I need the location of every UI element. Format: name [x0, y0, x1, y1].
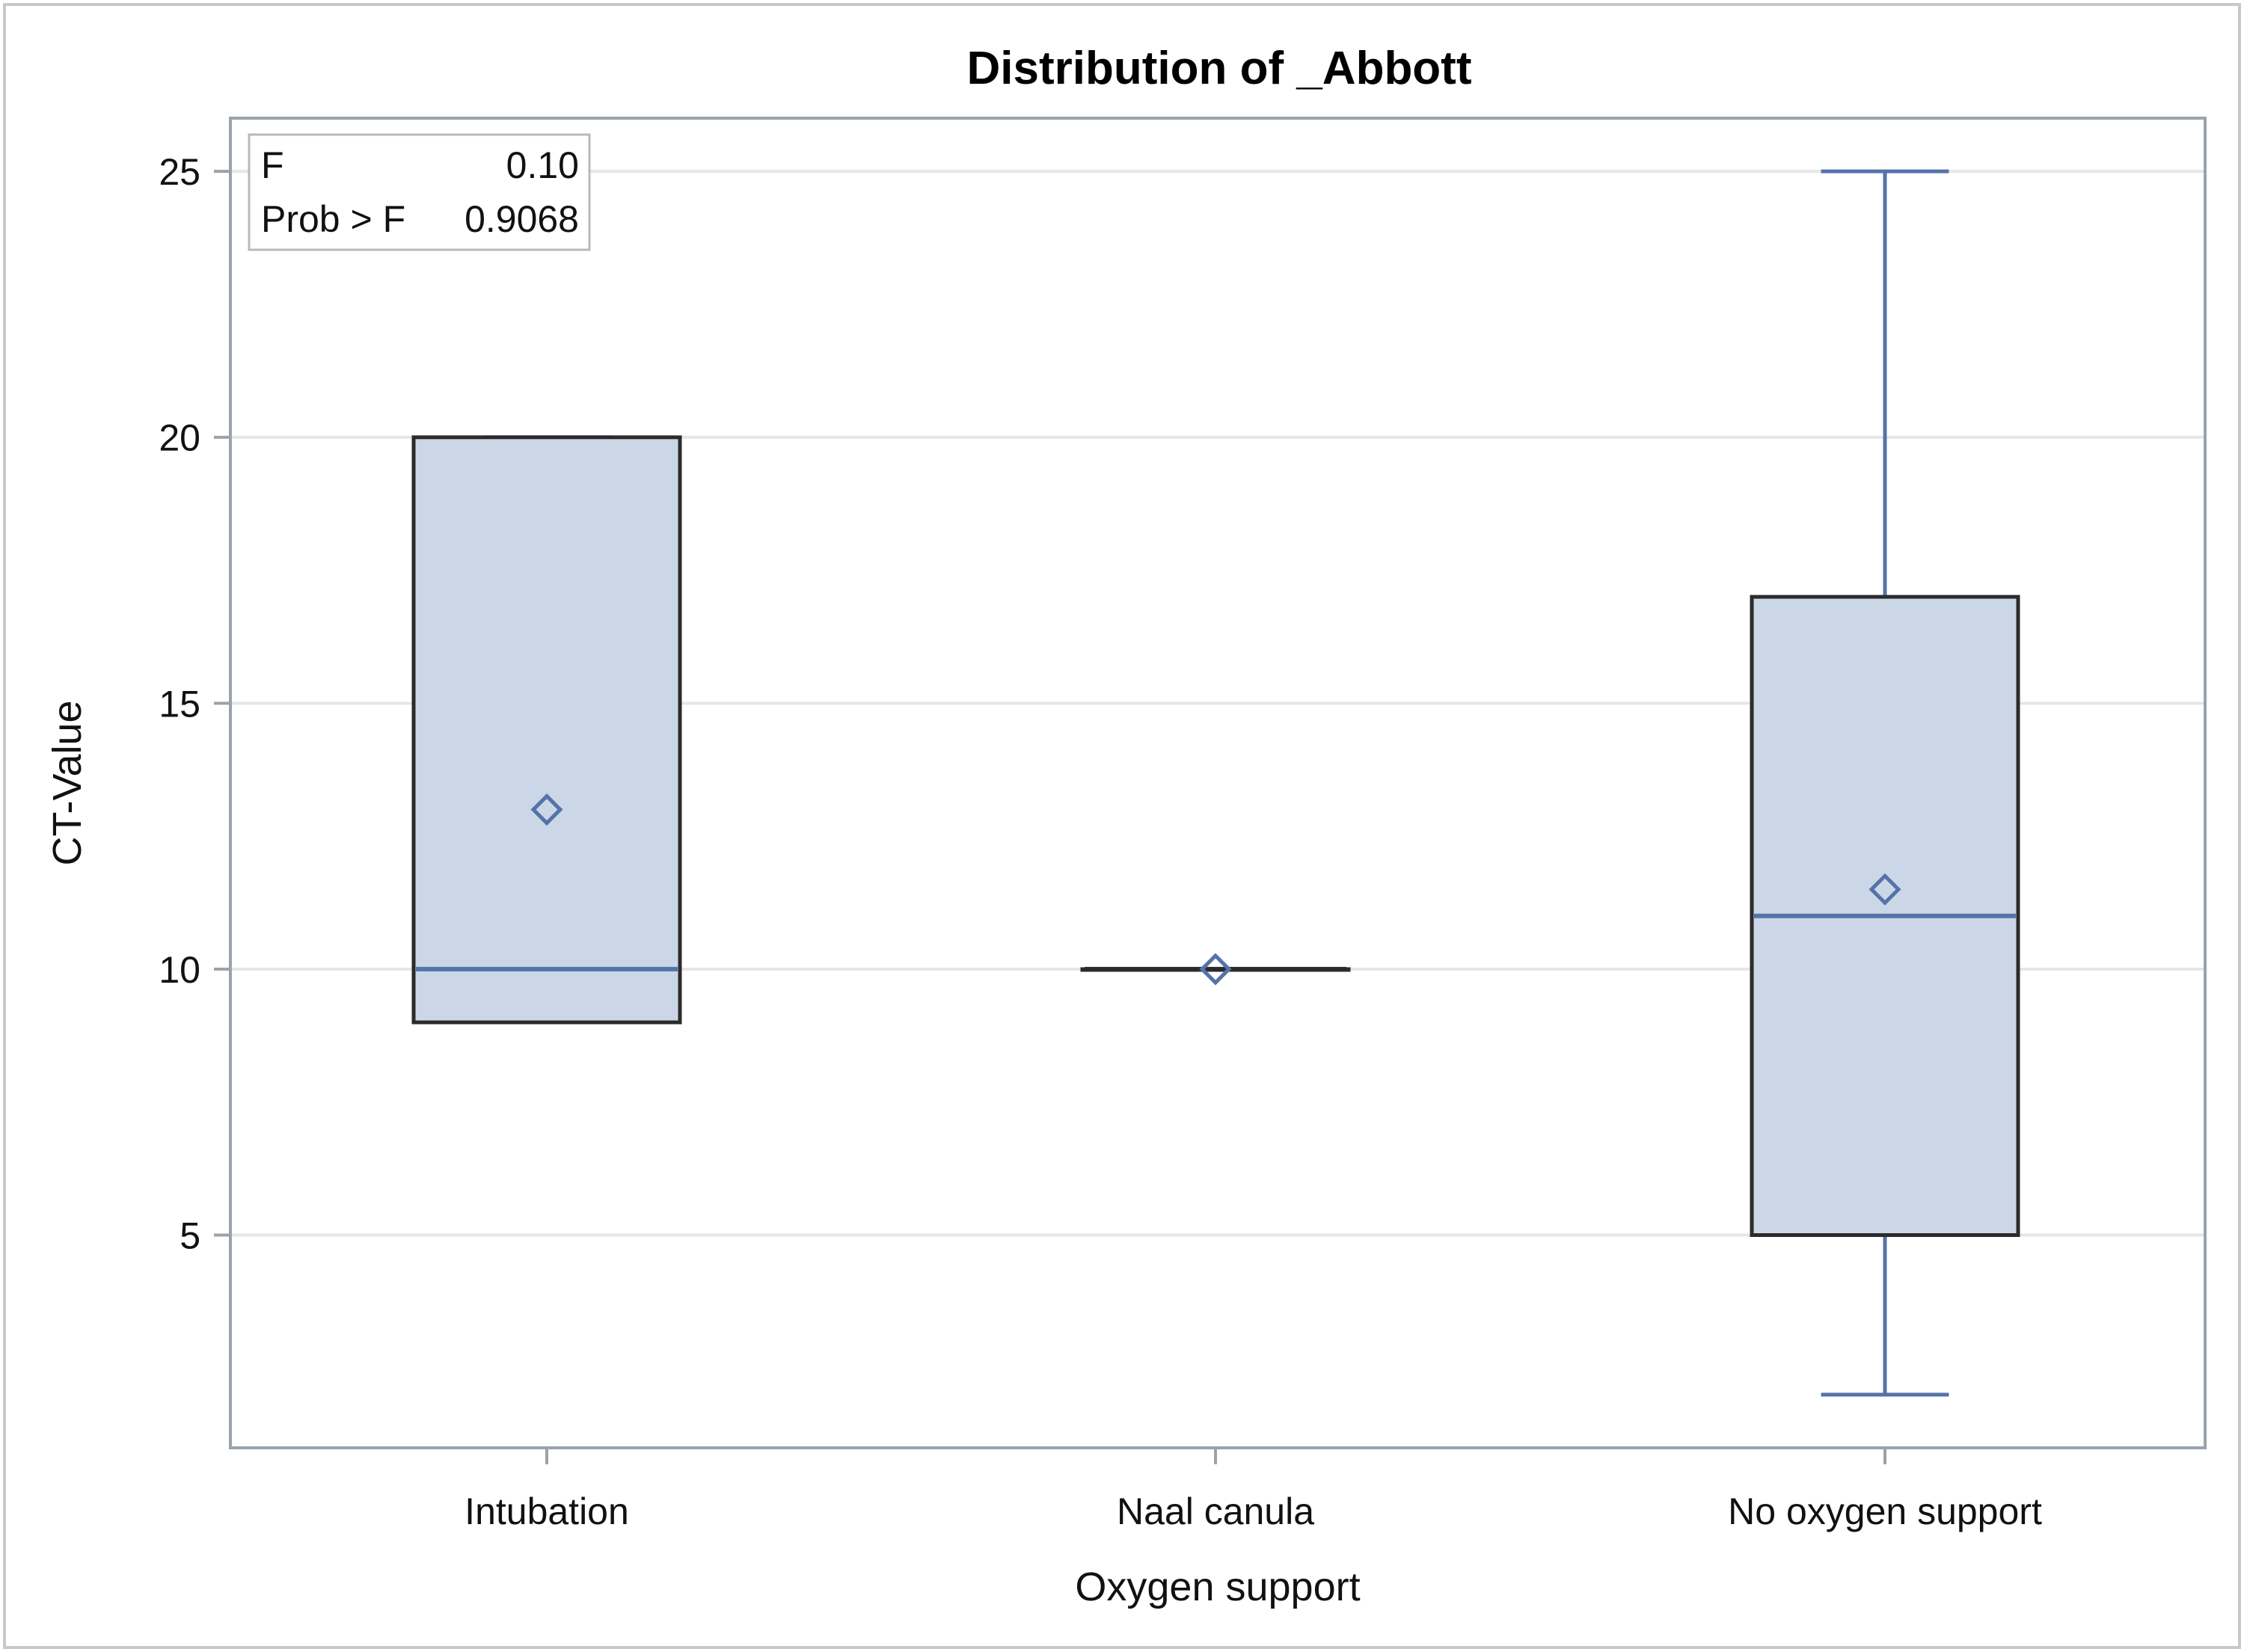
boxes-layer — [411, 169, 2020, 1397]
y-tick-label-20: 20 — [159, 417, 200, 459]
mean-marker-0 — [530, 793, 563, 826]
x-tick-label-0: Intubation — [465, 1490, 629, 1532]
plot-frame — [229, 117, 2207, 1449]
x-tick-label-2: No oxygen support — [1728, 1490, 2042, 1532]
x-tick-label-1: Naal canula — [1117, 1490, 1314, 1532]
stat-prob-label: Prob > F — [261, 198, 405, 240]
chart-title: Distribution of _Abbott — [967, 43, 1472, 94]
stat-prob-value: 0.9068 — [465, 198, 579, 240]
stat-f-value: 0.10 — [506, 144, 579, 186]
stats-inset: F 0.10 Prob > F 0.9068 — [248, 133, 591, 251]
y-tick-label-5: 5 — [180, 1215, 200, 1257]
x-axis-label: Oxygen support — [1075, 1565, 1360, 1609]
mean-marker-2 — [1869, 873, 1901, 906]
box-2 — [1750, 169, 2020, 1397]
box-1 — [1080, 953, 1351, 986]
y-tick-label-10: 10 — [159, 949, 200, 991]
box-body-0 — [411, 435, 682, 1025]
box-0 — [411, 435, 682, 1025]
axes-layer: 5 10 15 20 25 Intubation Naal canula No oxygen … — [159, 151, 2042, 1532]
mean-marker-1 — [1199, 953, 1232, 986]
stats-inset-frame — [248, 133, 591, 251]
y-axis-label: CT-Value — [45, 700, 90, 865]
y-tick-label-15: 15 — [159, 683, 200, 725]
y-tick-label-25: 25 — [159, 151, 200, 193]
stat-f-label: F — [261, 144, 284, 186]
